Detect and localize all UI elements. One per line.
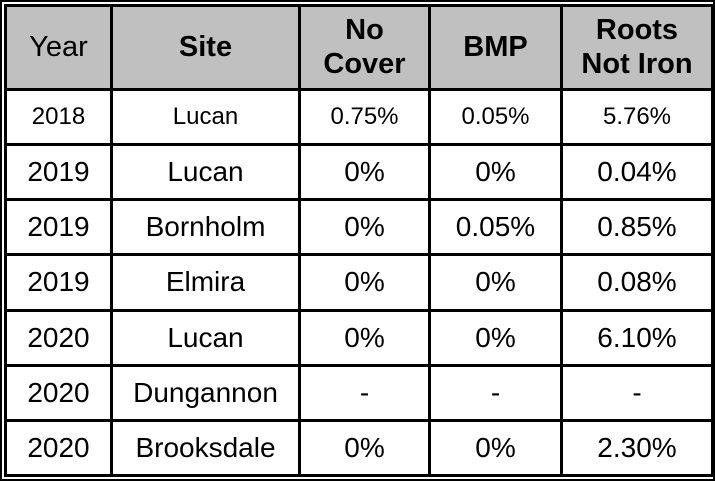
data-table: Year Site No Cover BMP Roots Not Iron 20… xyxy=(4,4,714,478)
cell-site: Lucan xyxy=(110,308,301,367)
cell-no-cover: 0% xyxy=(298,253,431,312)
cell-year: 2019 xyxy=(4,198,113,257)
cell-year: 2020 xyxy=(4,363,113,422)
column-header-site: Site xyxy=(110,4,301,91)
cell-roots-not-iron: 6.10% xyxy=(560,308,714,367)
table-row: 2019 Bornholm 0% 0.05% 0.85% xyxy=(4,198,714,257)
cell-roots-not-iron: 0.04% xyxy=(560,143,714,202)
cell-year: 2019 xyxy=(4,253,113,312)
cell-bmp: 0.05% xyxy=(428,198,563,257)
cell-no-cover: 0% xyxy=(298,143,431,202)
table-row: 2020 Brooksdale 0% 0% 2.30% xyxy=(4,418,714,478)
cell-site: Dungannon xyxy=(110,363,301,422)
column-header-roots-not-iron: Roots Not Iron xyxy=(560,4,714,91)
cell-site: Brooksdale xyxy=(110,418,301,478)
cell-bmp: 0% xyxy=(428,143,563,202)
cell-no-cover: - xyxy=(298,363,431,422)
cell-year: 2020 xyxy=(4,418,113,478)
cell-roots-not-iron: 0.08% xyxy=(560,253,714,312)
cell-bmp: - xyxy=(428,363,563,422)
table-row: 2020 Dungannon - - - xyxy=(4,363,714,422)
cell-bmp: 0% xyxy=(428,308,563,367)
table-row: 2020 Lucan 0% 0% 6.10% xyxy=(4,308,714,367)
cell-year: 2018 xyxy=(4,87,113,147)
table-row: 2019 Elmira 0% 0% 0.08% xyxy=(4,253,714,312)
column-header-bmp: BMP xyxy=(428,4,563,91)
cell-no-cover: 0% xyxy=(298,308,431,367)
cell-bmp: 0% xyxy=(428,418,563,478)
column-header-no-cover: No Cover xyxy=(298,4,431,91)
header-row: Year Site No Cover BMP Roots Not Iron xyxy=(4,4,714,91)
table-row: 2019 Lucan 0% 0% 0.04% xyxy=(4,143,714,202)
table-row: 2018 Lucan 0.75% 0.05% 5.76% xyxy=(4,87,714,147)
column-header-year: Year xyxy=(4,4,113,91)
cell-roots-not-iron: 5.76% xyxy=(560,87,714,147)
cell-roots-not-iron: 2.30% xyxy=(560,418,714,478)
cell-roots-not-iron: - xyxy=(560,363,714,422)
cell-no-cover: 0.75% xyxy=(298,87,431,147)
cell-year: 2019 xyxy=(4,143,113,202)
cell-site: Bornholm xyxy=(110,198,301,257)
cell-no-cover: 0% xyxy=(298,418,431,478)
cell-year: 2020 xyxy=(4,308,113,367)
cell-site: Lucan xyxy=(110,87,301,147)
cell-bmp: 0% xyxy=(428,253,563,312)
cell-roots-not-iron: 0.85% xyxy=(560,198,714,257)
cell-no-cover: 0% xyxy=(298,198,431,257)
cell-site: Elmira xyxy=(110,253,301,312)
cell-site: Lucan xyxy=(110,143,301,202)
cell-bmp: 0.05% xyxy=(428,87,563,147)
